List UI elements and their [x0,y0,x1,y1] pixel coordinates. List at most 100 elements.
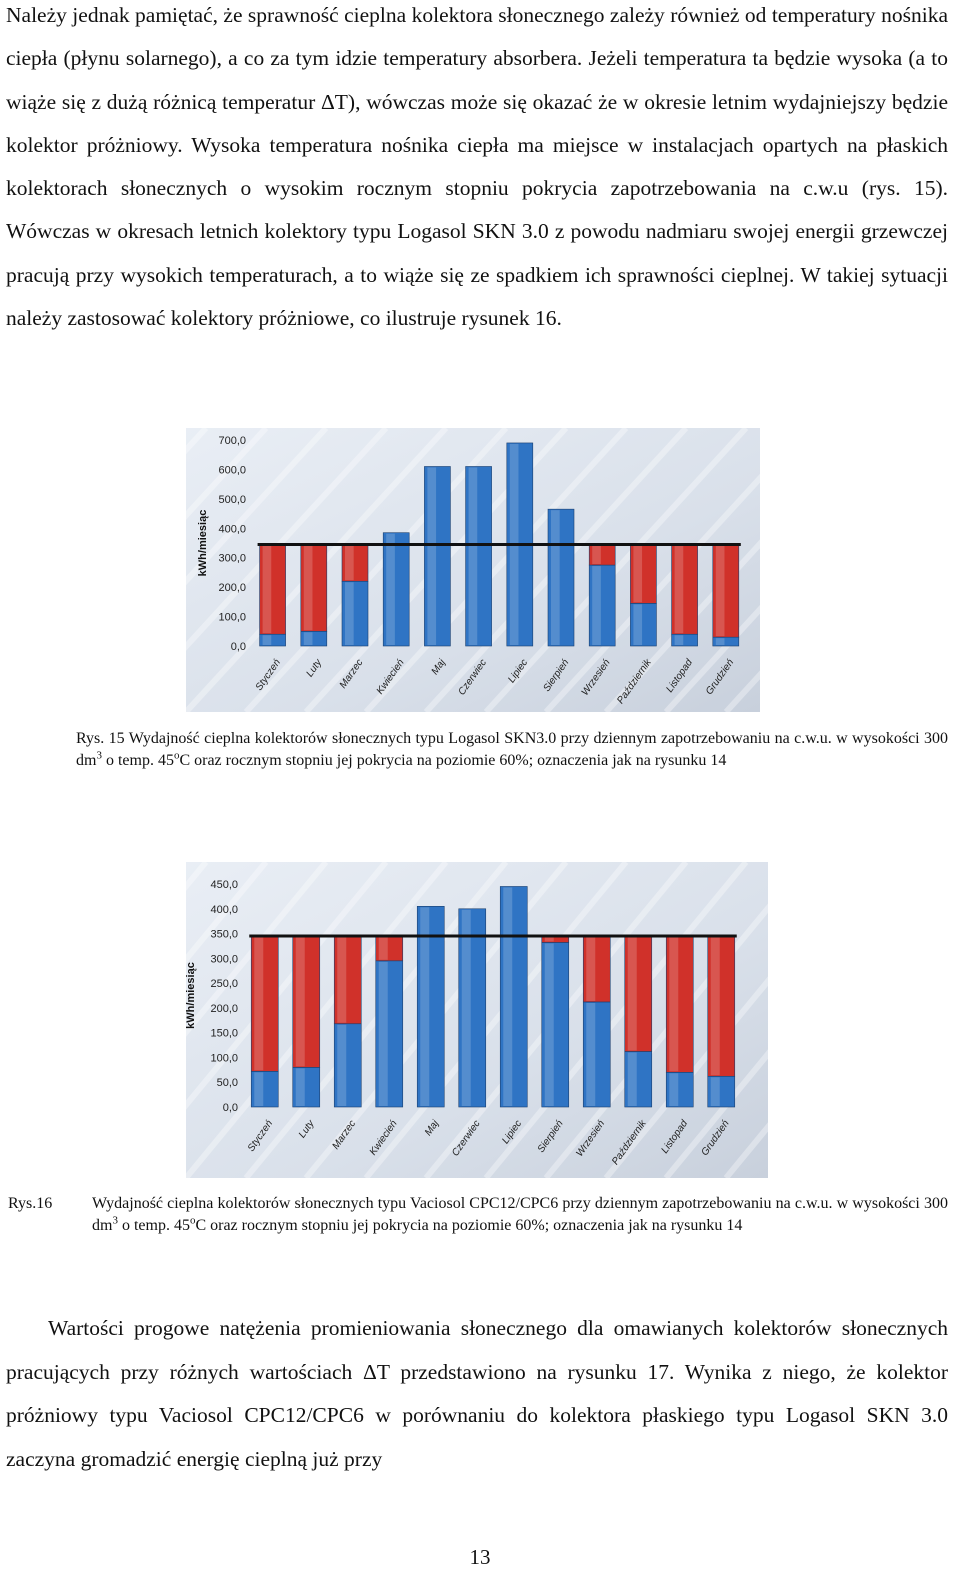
caption-16-text-3: C oraz rocznym stopniu jej pokrycia na p… [195,1217,743,1234]
caption-15-text-1: Rys. 15 Wydajność cieplna kolektorów sło… [76,730,948,769]
paragraph-2: Wartości progowe natężenia promieniowani… [6,1316,948,1471]
panel-stripe [186,862,329,1037]
bar-highlight [468,467,478,645]
bar-deficit [624,935,653,1052]
panel-stripe [186,428,389,651]
y-tick-label: 450,0 [210,879,238,891]
y-tick-label: 0,0 [231,641,246,653]
panel-stripe [186,428,269,520]
bar-solar [333,1023,362,1108]
panel-stripe [243,428,509,712]
y-tick-label: 250,0 [210,978,238,990]
panel-stripe [483,428,749,712]
y-tick-label: 300,0 [210,953,238,965]
bar-highlight [544,937,554,942]
panel-stripe [363,428,629,712]
bar-solar [588,564,616,647]
bar-highlight [674,545,684,634]
bar-deficit [630,544,657,604]
y-tick-label: 500,0 [218,494,246,506]
bar-highlight [254,1072,264,1106]
paragraph-1: Należy jednak pamiętać, że sprawność cie… [6,3,948,331]
bar-deficit [582,935,611,1003]
bar-highlight [715,638,725,645]
y-tick-label: 100,0 [210,1052,238,1064]
bar-highlight [627,1052,637,1106]
bar-highlight [295,937,305,1067]
chart-rys-16: 0,0 50,0 100,0 150,0 200,0 250,0 300,0 350,0 400… [186,862,768,1178]
bar-highlight [544,943,554,1106]
y-tick-label: 300,0 [218,553,246,565]
caption-16-sup-2: o [189,1214,196,1227]
bar-solar [375,960,404,1108]
bar-highlight [378,937,388,960]
bar-solar [624,1051,653,1108]
bar-deficit [375,935,404,962]
caption-16-text-1: Wydajność cieplna kolektorów słonecznych… [92,1195,948,1234]
bar-highlight [295,1068,305,1106]
bar-solar [250,1071,279,1108]
bar-highlight [592,566,601,645]
bar-deficit [259,544,286,635]
caption-16-body: Wydajność cieplna kolektorów słonecznych… [92,1193,948,1237]
bar-highlight [386,533,395,645]
panel-stripe [663,1049,768,1178]
bar-solar [416,905,445,1108]
y-tick-label: 400,0 [210,904,238,916]
panel-stripe [186,862,269,964]
bar-highlight [592,545,601,565]
bar-solar [458,908,487,1108]
y-tick-label: 0,0 [223,1102,238,1114]
bar-solar [541,942,570,1108]
caption-15-sup-1: 3 [96,749,102,762]
bar-highlight [551,510,560,645]
bar-highlight [710,1077,720,1106]
bar-highlight [710,937,720,1076]
bar-solar [665,1072,694,1108]
y-tick-label: 100,0 [218,612,246,624]
y-tick-label: 600,0 [218,464,246,476]
bar-solar [499,886,528,1108]
y-tick-label: 700,0 [218,435,246,447]
y-tick-label: 350,0 [210,929,238,941]
bar-highlight [345,545,354,581]
panel-stripe [363,862,629,1178]
bar-highlight [633,545,643,603]
chart-rys-15: 0,0 100,0 200,0 300,0 400,0 500,0 600,0 700,0 kW… [186,428,760,712]
bar-highlight [345,582,354,645]
caption-15-text-3: C oraz rocznym stopniu jej pokrycia na p… [179,752,727,769]
y-axis-label: kWh/miesiąc [197,510,209,577]
bar-highlight [503,887,513,1106]
y-tick-label: 200,0 [210,1003,238,1015]
y-tick-label: 50,0 [217,1077,238,1089]
y-tick-label: 200,0 [218,582,246,594]
bar-deficit [671,544,698,635]
bar-highlight [337,937,347,1023]
bar-highlight [674,635,684,645]
bar-highlight [461,909,471,1106]
caption-16-sup-1: 3 [112,1214,118,1227]
figure-caption-15: Rys. 15 Wydajność cieplna kolektorów sło… [76,728,948,772]
bar-highlight [262,635,272,645]
panel-stripe [186,428,329,586]
bar-highlight [627,937,637,1051]
bar-deficit [712,544,740,638]
caption-15-sup-2: o [173,749,180,762]
y-tick-label: 400,0 [218,523,246,535]
bar-highlight [337,1024,347,1106]
bar-highlight [262,545,272,634]
panel-stripe [603,976,768,1178]
y-tick-label: 150,0 [210,1028,238,1040]
y-axis-label: kWh/miesiąc [186,962,197,1029]
caption-15-text-2: o temp. 45 [101,752,174,769]
bar-highlight [586,1002,596,1106]
bar-deficit [300,544,328,632]
bar-deficit [341,544,369,582]
bar-highlight [303,632,313,645]
bar-deficit [333,935,362,1025]
bar-solar [582,1001,611,1108]
bar-solar [547,508,575,647]
bar-highlight [715,545,725,637]
bar-highlight [669,1073,679,1106]
bar-highlight [633,604,643,645]
